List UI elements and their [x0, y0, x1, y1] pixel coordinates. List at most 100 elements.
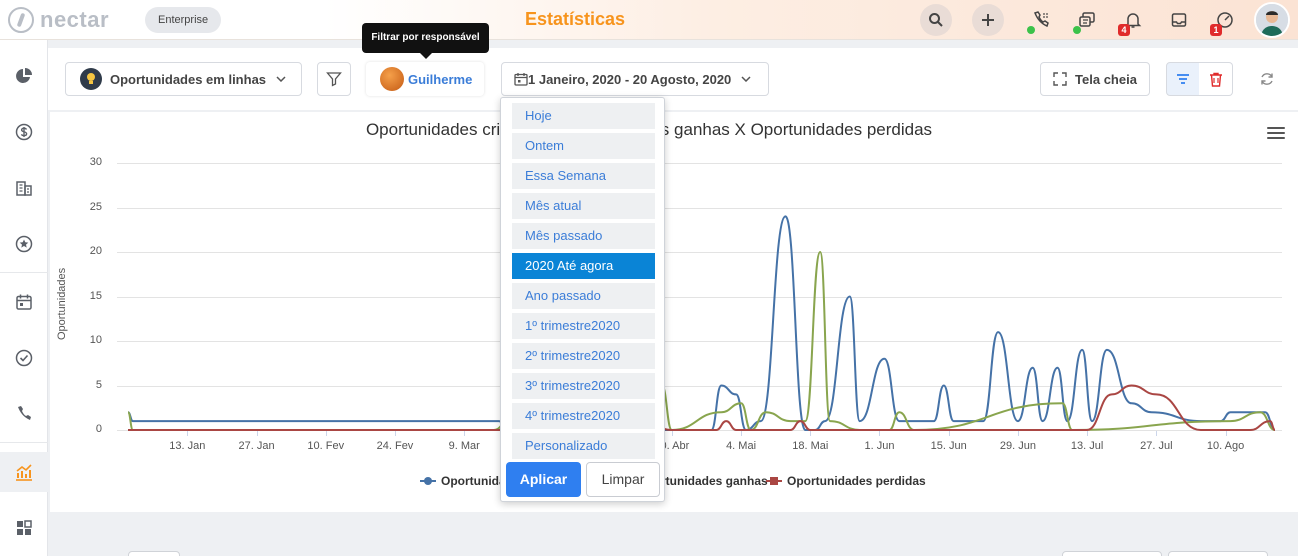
refresh-button[interactable]: [1250, 62, 1284, 96]
sidebar-item-sales[interactable]: [0, 112, 48, 152]
grid-icon: [17, 520, 32, 535]
date-option[interactable]: 3º trimestre2020: [512, 373, 655, 399]
x-tick-label: 1. Jun: [864, 440, 895, 452]
expand-icon: [1053, 72, 1067, 86]
series-line-3[interactable]: [128, 384, 1276, 432]
x-tick-mark: [256, 431, 258, 436]
x-tick-mark: [1156, 431, 1158, 436]
y-tick-label: 10: [89, 334, 102, 346]
x-tick-label: 9. Mar: [448, 440, 480, 452]
x-tick-label: 27. Jan: [238, 440, 275, 452]
pie-chart-icon: [16, 68, 32, 83]
y-tick-label: 0: [95, 423, 102, 435]
y-tick-label: 20: [89, 245, 102, 257]
date-option[interactable]: Ano passado: [512, 283, 655, 309]
clear-filters-button[interactable]: [1199, 62, 1233, 96]
bottom-panel-tab[interactable]: [1168, 551, 1268, 556]
x-tick-label: 27. Jul: [1140, 440, 1173, 452]
trend-chart-icon: [16, 464, 32, 481]
bottom-panel-tab[interactable]: [1062, 551, 1162, 556]
toggle-filters-button[interactable]: [1166, 62, 1200, 96]
x-tick-mark: [948, 431, 950, 436]
sidebar-item-tasks[interactable]: [0, 338, 48, 378]
plus-icon: [982, 14, 994, 26]
logo[interactable]: nectar: [8, 7, 109, 33]
x-tick-label: 4. Mai: [726, 440, 757, 452]
date-option[interactable]: Ontem: [512, 133, 655, 159]
sidebar-divider: [0, 442, 48, 443]
filter-lines-icon: [1177, 74, 1189, 84]
alerts-badge: 1: [1210, 24, 1222, 36]
sidebar-item-calendar[interactable]: [0, 282, 48, 322]
bell-icon: [1124, 13, 1142, 28]
search-button[interactable]: [920, 4, 952, 36]
responsible-filter-tooltip: Filtrar por responsável: [362, 23, 489, 59]
star-circle-icon: [15, 235, 33, 253]
date-option[interactable]: Hoje: [512, 103, 655, 129]
date-option[interactable]: 2º trimestre2020: [512, 343, 655, 369]
date-option[interactable]: Mês atual: [512, 193, 655, 219]
sidebar-item-statistics[interactable]: [0, 452, 48, 492]
inbox-icon: [1171, 13, 1187, 27]
x-tick-mark: [671, 431, 673, 436]
chart-menu-button[interactable]: [1267, 127, 1285, 142]
menu-line: [1267, 132, 1285, 134]
sidebar-item-companies[interactable]: [0, 168, 48, 208]
date-option[interactable]: Mês passado: [512, 223, 655, 249]
legend-item[interactable]: Oportunidades perdidas: [766, 474, 926, 488]
x-tick-label: 10. Fev: [307, 440, 345, 452]
phone-icon: [18, 406, 31, 420]
chart-type-select[interactable]: Oportunidades em linhas: [65, 62, 302, 96]
notifications-button[interactable]: 4: [1118, 9, 1144, 36]
x-tick-label: 13. Jan: [169, 440, 206, 452]
date-option[interactable]: Personalizado: [512, 433, 655, 459]
dollar-icon: [15, 123, 33, 141]
chat-button[interactable]: [1073, 9, 1098, 34]
performance-button[interactable]: 1: [1210, 9, 1236, 36]
phone-dialer-button[interactable]: [1027, 9, 1052, 34]
fullscreen-button[interactable]: Tela cheia: [1040, 62, 1150, 96]
date-option[interactable]: Essa Semana: [512, 163, 655, 189]
bottom-panel-tab[interactable]: [128, 551, 180, 556]
sidebar-item-favorites[interactable]: [0, 224, 48, 264]
date-range-label: 1 Janeiro, 2020 - 20 Agosto, 2020: [528, 71, 732, 87]
sidebar-divider: [0, 272, 48, 273]
y-tick-label: 25: [89, 200, 102, 213]
x-tick-label: 15. Jun: [930, 440, 967, 452]
x-tick-mark: [741, 431, 743, 436]
chat-icon: [1079, 12, 1095, 27]
chevron-down-icon: [741, 74, 751, 85]
inbox-button[interactable]: [1168, 9, 1190, 31]
date-option[interactable]: 1º trimestre2020: [512, 313, 655, 339]
x-tick-mark: [187, 431, 189, 436]
legend-label: Oportunidades ganhas: [637, 474, 768, 488]
gridline: [117, 341, 1282, 342]
online-status-dot: [1027, 26, 1035, 34]
y-tick-label: 30: [89, 156, 102, 168]
gridline: [117, 252, 1282, 253]
check-circle-icon: [15, 349, 33, 367]
user-avatar[interactable]: [1254, 2, 1290, 38]
date-range-select[interactable]: 1 Janeiro, 2020 - 20 Agosto, 2020: [501, 62, 769, 96]
x-tick-label: 24. Fev: [376, 440, 414, 452]
series-line-1[interactable]: [127, 215, 1276, 432]
x-tick-mark: [1087, 431, 1089, 436]
x-tick-mark: [394, 431, 396, 436]
x-tick-label: 29. Jun: [999, 440, 1036, 452]
notifications-badge: 4: [1118, 24, 1130, 36]
add-button[interactable]: [972, 4, 1004, 36]
clear-button[interactable]: Limpar: [586, 462, 660, 497]
legend-marker: [420, 476, 436, 486]
date-option[interactable]: 4º trimestre2020: [512, 403, 655, 429]
apply-button[interactable]: Aplicar: [506, 462, 581, 497]
sidebar-item-apps[interactable]: [0, 508, 48, 548]
sidebar-item-dashboard[interactable]: [0, 56, 48, 96]
date-option[interactable]: 2020 Até agora: [512, 253, 655, 279]
user-filter-button[interactable]: Guilherme: [366, 62, 484, 96]
legend-label: Oportunidades perdidas: [787, 474, 926, 488]
sidebar: [0, 40, 48, 556]
sidebar-item-calls[interactable]: [0, 394, 48, 434]
x-tick-label: 18. Mai: [792, 440, 829, 452]
x-tick-label: 10. Ago: [1206, 440, 1245, 452]
filter-button[interactable]: [317, 62, 351, 96]
